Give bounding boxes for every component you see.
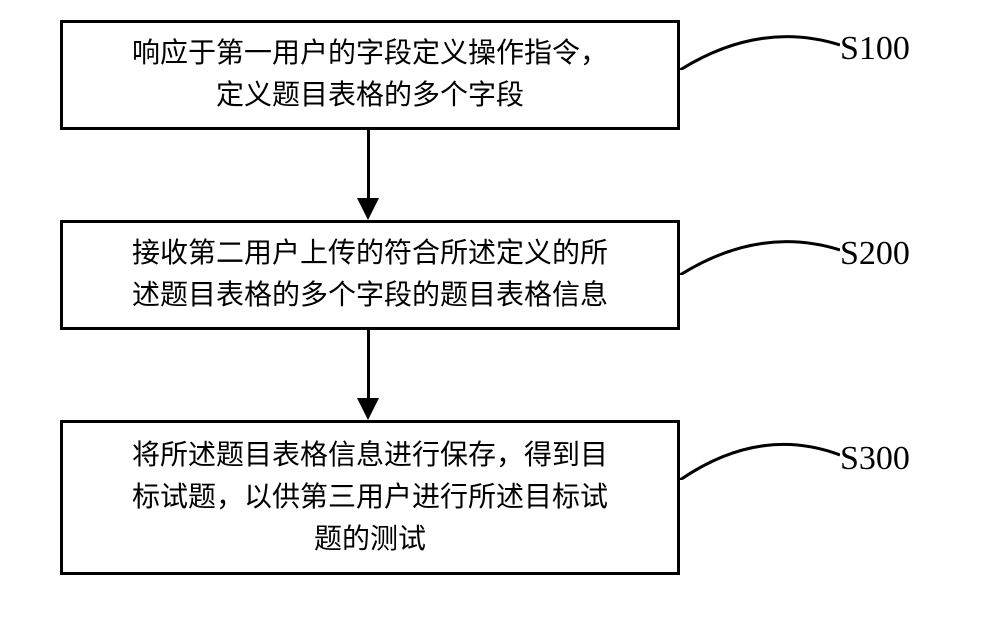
flow-node-s200: 接收第二用户上传的符合所述定义的所 述题目表格的多个字段的题目表格信息 <box>60 220 680 330</box>
flow-node-s200-text: 接收第二用户上传的符合所述定义的所 述题目表格的多个字段的题目表格信息 <box>132 233 608 317</box>
connector-s300 <box>680 425 840 480</box>
arrow-head-icon <box>357 398 379 420</box>
connector-s200 <box>680 225 840 275</box>
arrow-line <box>367 130 370 198</box>
flow-node-s100: 响应于第一用户的字段定义操作指令， 定义题目表格的多个字段 <box>60 20 680 130</box>
flow-node-s300: 将所述题目表格信息进行保存，得到目 标试题，以供第三用户进行所述目标试 题的测试 <box>60 420 680 575</box>
flow-node-s100-text: 响应于第一用户的字段定义操作指令， 定义题目表格的多个字段 <box>132 33 608 117</box>
step-label-s200: S200 <box>840 235 910 273</box>
arrow-line <box>367 330 370 398</box>
arrow-head-icon <box>357 198 379 220</box>
flow-node-s300-text: 将所述题目表格信息进行保存，得到目 标试题，以供第三用户进行所述目标试 题的测试 <box>132 435 608 561</box>
connector-s100 <box>680 20 840 70</box>
step-label-s100: S100 <box>840 30 910 68</box>
flowchart-container: 响应于第一用户的字段定义操作指令， 定义题目表格的多个字段 接收第二用户上传的符… <box>60 30 1000 638</box>
step-label-s300: S300 <box>840 440 910 478</box>
